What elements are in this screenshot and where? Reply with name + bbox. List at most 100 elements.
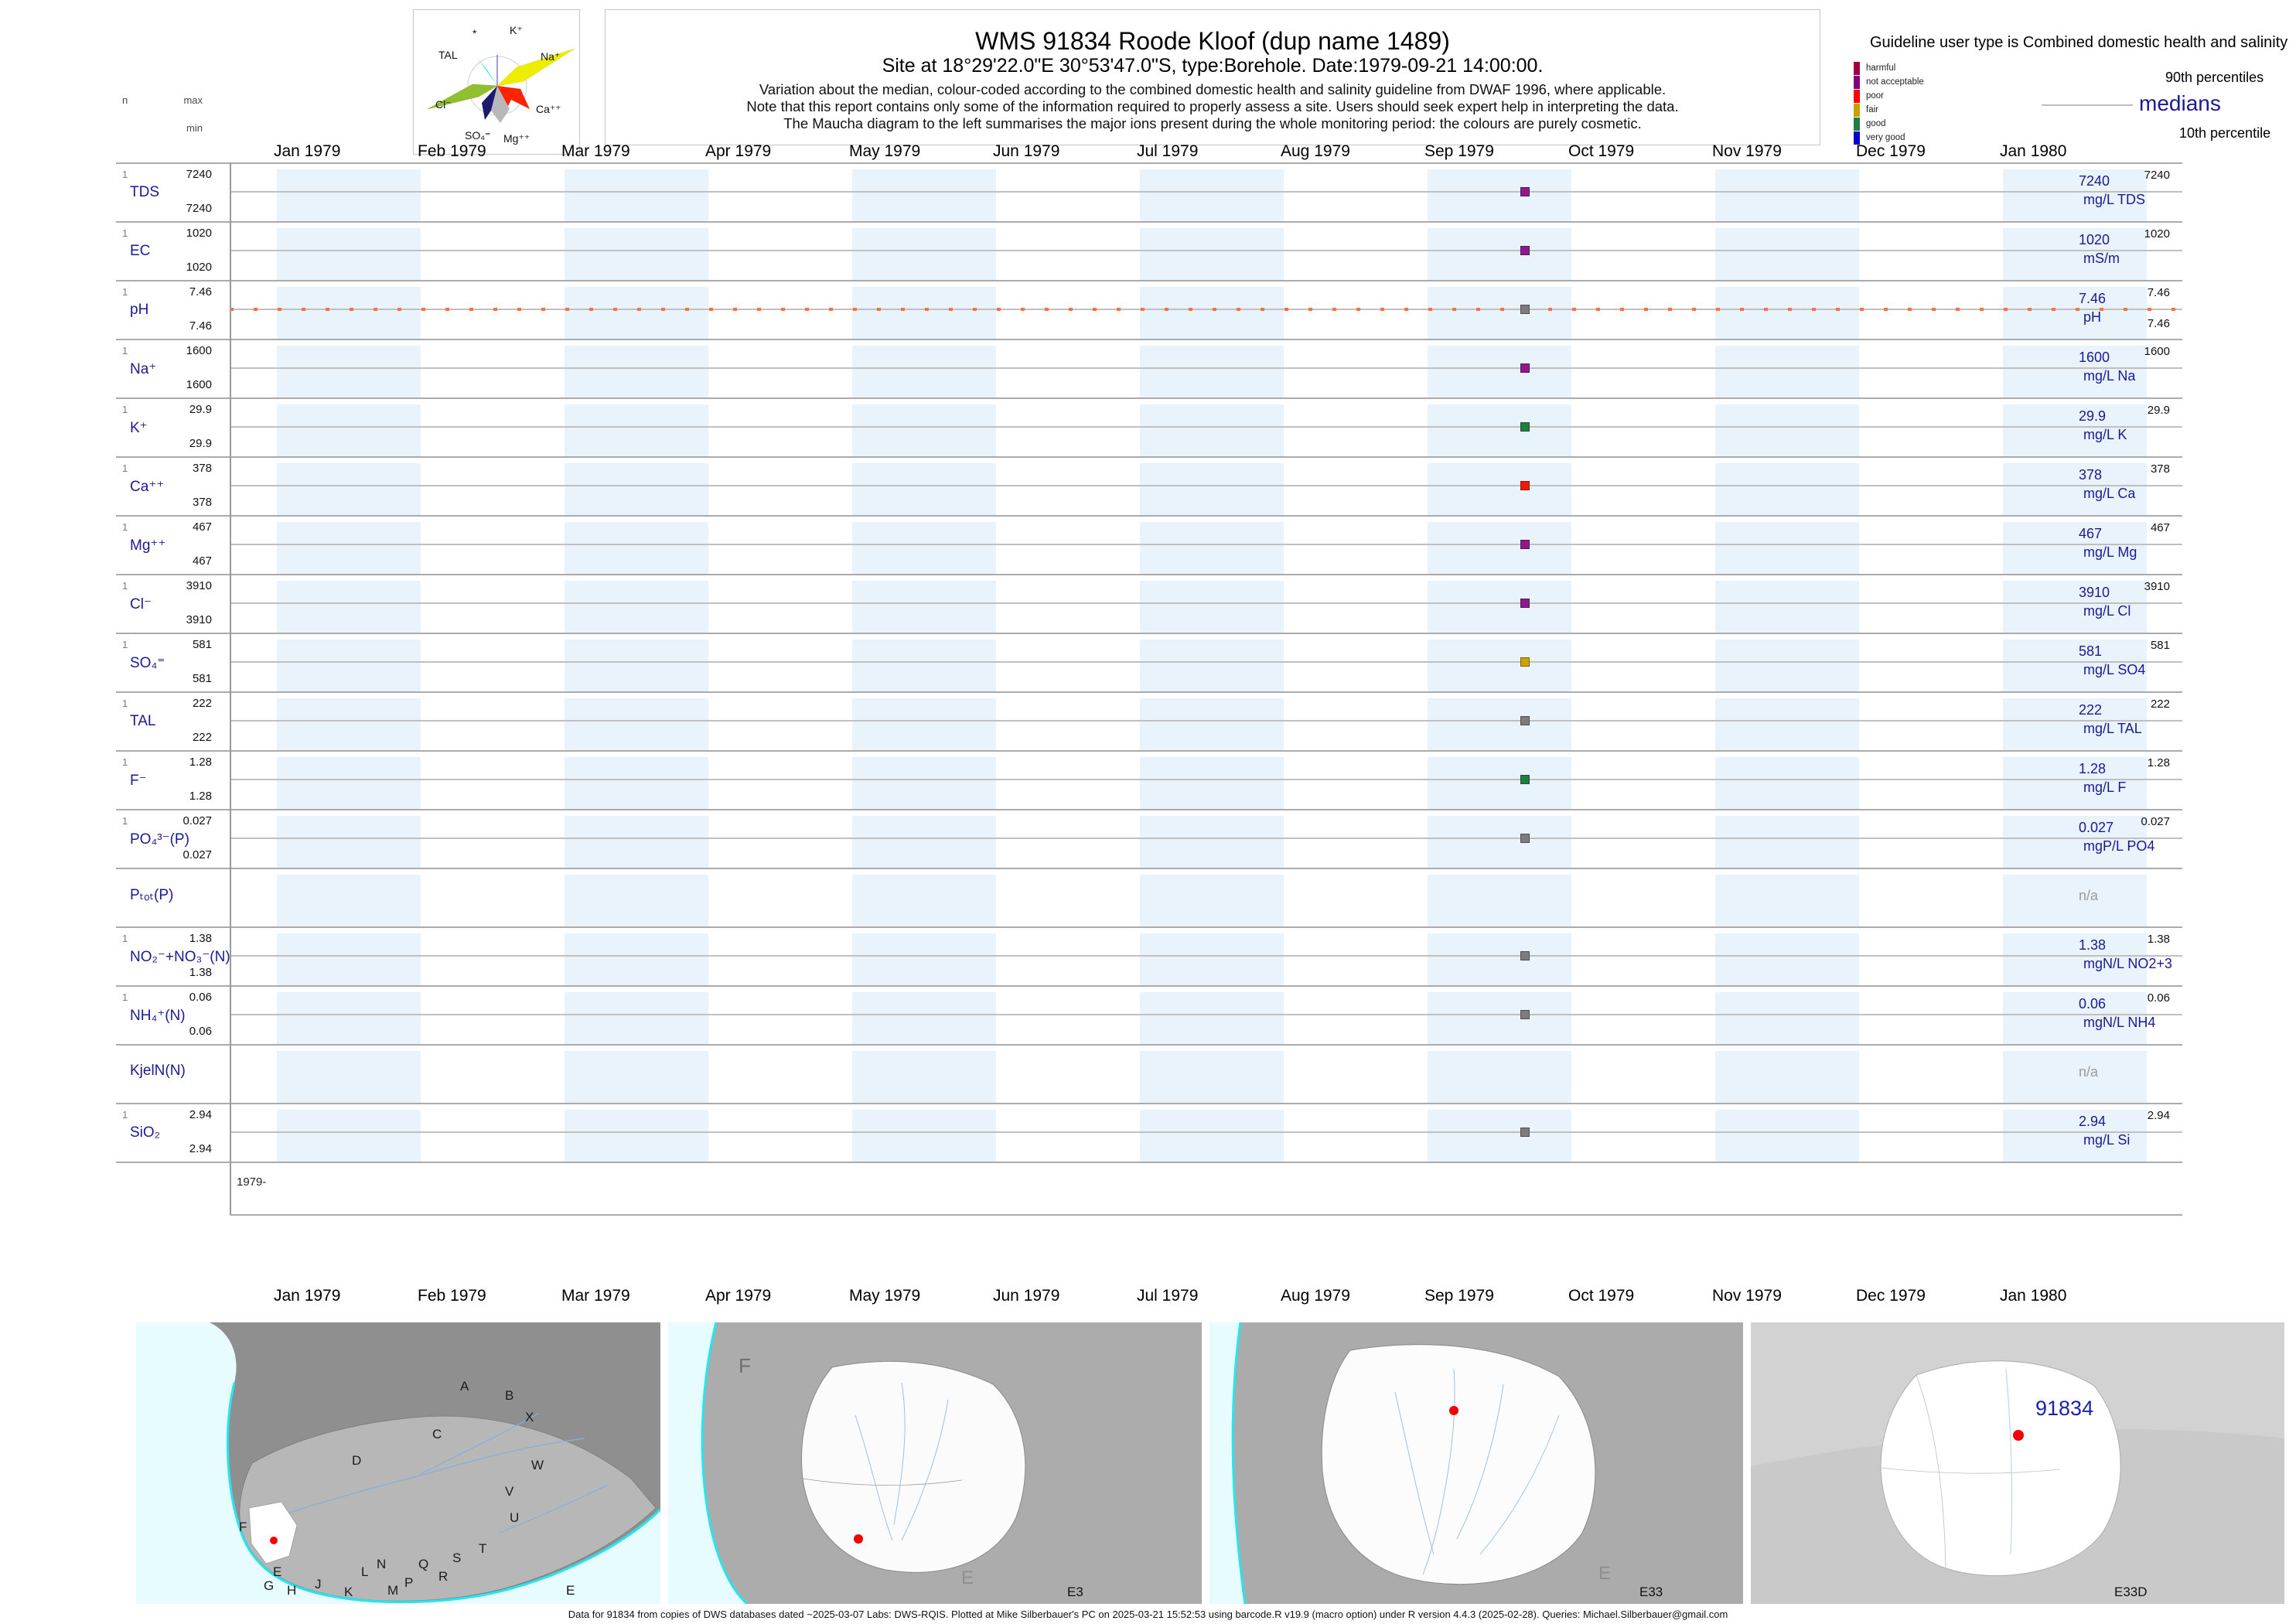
month-label-top: May 1979 (849, 142, 921, 160)
month-band (565, 228, 708, 280)
max-value: 0.027 (183, 814, 212, 827)
legend-90th-percentiles: 90th percentiles (2165, 70, 2264, 85)
sample-count: 1 (122, 286, 128, 298)
parameter-label: F⁻ (130, 773, 147, 789)
parameter-label: pH (130, 302, 149, 318)
row-border (116, 1103, 2182, 1104)
month-label-top: Dec 1979 (1856, 142, 1926, 160)
month-band (277, 992, 421, 1044)
month-label-bottom: Apr 1979 (705, 1287, 772, 1305)
month-band (2003, 698, 2147, 750)
month-band (1715, 522, 1859, 574)
median-line (230, 661, 2182, 663)
row-border (116, 1162, 2182, 1163)
data-point (1520, 363, 1530, 373)
map-region-letter: P (404, 1575, 414, 1590)
sample-count: 1 (122, 991, 128, 1003)
month-band (852, 757, 996, 809)
month-band (1715, 463, 1859, 515)
month-label-bottom: Jul 1979 (1137, 1287, 1199, 1305)
map-region-letter: E (1598, 1563, 1612, 1584)
sample-count: 1 (122, 639, 128, 650)
map-region-letter: C (432, 1427, 442, 1441)
na-label: n/a (2079, 888, 2099, 903)
month-band (1428, 992, 1571, 1044)
parameter-label: KjelN(N) (130, 1063, 186, 1079)
median-line (230, 955, 2182, 957)
max-value: 1600 (186, 344, 212, 357)
site-marker (854, 1534, 863, 1544)
p10-value: 7.46 (2147, 317, 2170, 330)
maucha-diagram: * K⁺ Na⁺ Ca⁺⁺ Mg⁺⁺ SO₄⁼ Cl⁻ TAL (413, 9, 580, 155)
month-band (277, 1110, 421, 1162)
parameter-label: PO₄³⁻(P) (130, 831, 189, 848)
max-value: 222 (192, 697, 212, 710)
month-label-bottom: Jun 1979 (993, 1287, 1060, 1305)
data-point (1520, 540, 1530, 549)
month-label-top: Jul 1979 (1137, 142, 1199, 160)
month-band (1140, 1051, 1284, 1103)
parameter-label: K⁺ (130, 420, 148, 436)
maucha-ion-label: Mg⁺⁺ (503, 132, 531, 145)
p90-value: 1600 (2144, 345, 2170, 358)
median-line (230, 779, 2182, 780)
month-label-bottom: Jan 1979 (274, 1287, 341, 1305)
median-line (230, 485, 2182, 486)
p90-value: 222 (2150, 698, 2170, 711)
month-band (277, 404, 421, 456)
unit-label: mg/L F (2083, 780, 2127, 795)
data-point (1520, 1128, 1530, 1137)
month-band (1140, 463, 1284, 515)
sample-count: 1 (122, 404, 128, 415)
plot-bottom-border (230, 1214, 2182, 1216)
p90-value: 7240 (2144, 169, 2170, 182)
map-south-africa-image (136, 1322, 660, 1604)
month-band (2003, 816, 2147, 868)
month-band (565, 1051, 708, 1103)
title-box: WMS 91834 Roode Kloof (dup name 1489) Si… (605, 9, 1820, 145)
footer-note: Data for 91834 from copies of DWS databa… (568, 1609, 1728, 1620)
legend-10th-percentile: 10th percentile (2179, 125, 2271, 141)
map-region-letter: J (315, 1577, 322, 1592)
month-band (1140, 875, 1284, 926)
month-band (2003, 346, 2147, 397)
maucha-ion-label: K⁺ (510, 24, 523, 36)
legend-class-label: harmful (1866, 63, 1896, 73)
month-band (1140, 522, 1284, 574)
unit-label: mg/L Si (2083, 1132, 2131, 1148)
median-line (230, 426, 2182, 428)
min-value: 467 (192, 554, 212, 568)
month-band (1140, 404, 1284, 456)
sample-count: 1 (122, 169, 128, 180)
map-region-e33d: 91834 E33D (1751, 1322, 2284, 1604)
median-line (230, 1014, 2182, 1015)
max-value: 0.06 (189, 991, 212, 1004)
p90-value: 3910 (2144, 580, 2170, 593)
month-band (565, 875, 708, 926)
month-band (852, 1051, 996, 1103)
month-band (1140, 816, 1284, 868)
min-value: 1.28 (189, 790, 212, 803)
month-band (852, 522, 996, 574)
sample-count: 1 (122, 345, 128, 357)
unit-label: mg/L Mg (2083, 544, 2137, 560)
sample-count: 1 (122, 756, 128, 768)
map-region-e-image (668, 1322, 1202, 1604)
month-band (1428, 581, 1571, 633)
month-band (565, 698, 708, 750)
month-band (2003, 640, 2147, 691)
legend-class-label: fair (1866, 105, 1878, 114)
map-region-letter: F (239, 1520, 247, 1534)
unit-label: mg/L K (2083, 427, 2127, 442)
month-band (277, 169, 421, 221)
row-border (116, 985, 2182, 987)
month-band (1428, 404, 1571, 456)
month-band (277, 463, 421, 515)
month-band (565, 287, 708, 339)
month-band (1715, 992, 1859, 1044)
month-band (277, 875, 421, 926)
month-label-bottom: Feb 1979 (418, 1287, 486, 1305)
na-label: n/a (2079, 1064, 2099, 1080)
unit-label: mgN/L NO2+3 (2083, 956, 2172, 971)
p90-value: 29.9 (2147, 404, 2170, 417)
